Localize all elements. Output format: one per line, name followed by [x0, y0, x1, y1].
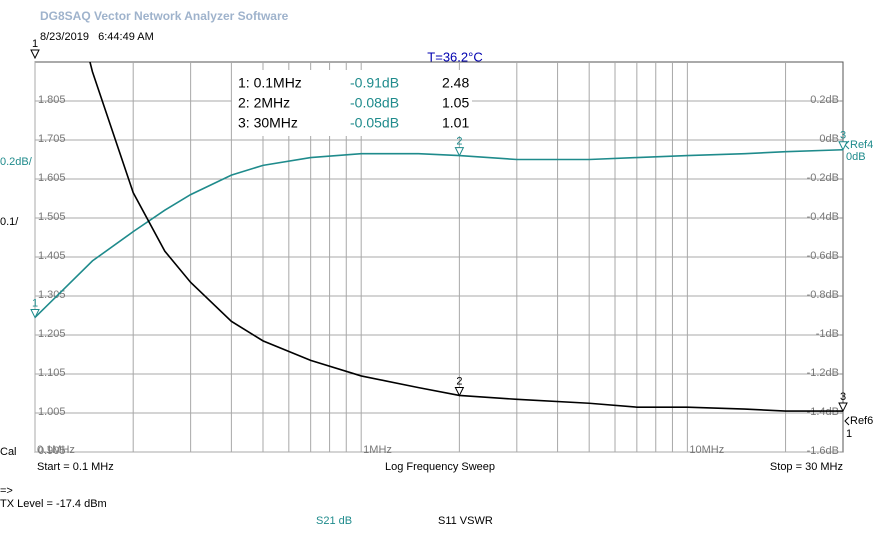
- ref-arrow: [844, 416, 850, 426]
- ref-label: 0dB: [846, 151, 866, 163]
- cal: Cal: [0, 446, 17, 458]
- y-tick-label: 1.005: [38, 406, 66, 418]
- marker-triangle: [838, 141, 848, 151]
- y-tick-label: 1.505: [38, 211, 66, 223]
- marker-vswr: 1.05: [442, 95, 469, 111]
- legend-entry: S11 VSWR: [438, 515, 493, 527]
- marker-label: 2: [456, 375, 462, 387]
- y-tick-label: 1.105: [38, 367, 66, 379]
- marker-label: 1: [32, 38, 38, 50]
- marker-s21: -0.05dB: [350, 115, 399, 131]
- ref-name: Ref6: [850, 415, 873, 427]
- marker-vswr: 1.01: [442, 115, 469, 131]
- y-tick-label: 1.205: [38, 328, 66, 340]
- y-tick-label: 1.305: [38, 289, 66, 301]
- marker-s21: -0.91dB: [350, 75, 399, 91]
- scale-label: 0.2dB/: [0, 156, 33, 168]
- x-tick-label: 1MHz: [363, 444, 392, 456]
- marker-freq: 3: 30MHz: [238, 115, 298, 131]
- x-tick-label: 10MHz: [689, 444, 724, 456]
- marker-label: 2: [456, 136, 462, 148]
- y2-tick-label: -0.2dB: [807, 172, 839, 184]
- y-tick-label: 1.805: [38, 94, 66, 106]
- marker-vswr: 2.48: [442, 75, 469, 91]
- marker-label: 3: [840, 391, 846, 403]
- series-line: [35, 148, 843, 319]
- marker-triangle: [30, 308, 40, 319]
- tx-level: TX Level = -17.4 dBm: [0, 498, 107, 510]
- marker-triangle: [838, 402, 848, 413]
- y2-tick-label: -0.8dB: [807, 289, 839, 301]
- timestamp: 8/23/2019 6:44:49 AM: [40, 31, 154, 43]
- legend-entry: S21 dB: [316, 515, 352, 527]
- y2-tick-label: -1.6dB: [807, 445, 839, 457]
- prompt: =>: [0, 485, 13, 497]
- y2-tick-label: 0dB: [819, 133, 839, 145]
- y2-tick-label: 0.2dB: [810, 94, 839, 106]
- marker-freq: 2: 2MHz: [238, 95, 290, 111]
- sweep: Log Frequency Sweep: [385, 461, 495, 473]
- y-tick-label: 1.705: [38, 133, 66, 145]
- marker-label: 1: [32, 297, 38, 309]
- series-line: [89, 62, 843, 412]
- marker-s21: -0.08dB: [350, 95, 399, 111]
- marker-label: 3: [840, 130, 846, 142]
- window-title: DG8SAQ Vector Network Analyzer Software: [40, 9, 289, 23]
- stop: Stop = 30 MHz: [770, 461, 843, 473]
- y-tick-label: 0.905: [38, 445, 66, 457]
- y-tick-label: 1.405: [38, 250, 66, 262]
- y2-tick-label: -1dB: [816, 328, 839, 340]
- marker-triangle: [30, 49, 40, 60]
- start: Start = 0.1 MHz: [37, 461, 114, 473]
- marker-freq: 1: 0.1MHz: [238, 75, 302, 91]
- x-tick-label: 0.1MHz: [37, 444, 75, 456]
- y2-tick-label: -1.4dB: [807, 406, 839, 418]
- y2-tick-label: -0.4dB: [807, 211, 839, 223]
- scale-label: 0.1/: [0, 216, 19, 228]
- ref-label: 1: [846, 428, 852, 440]
- marker-table-bg: [232, 70, 472, 136]
- temperature: T=36.2°C: [427, 49, 482, 64]
- marker-triangle: [454, 386, 465, 397]
- ref-name: Ref4: [850, 139, 873, 151]
- y-tick-label: 1.605: [38, 172, 66, 184]
- y2-tick-label: -1.2dB: [807, 367, 839, 379]
- y2-tick-label: -0.6dB: [807, 250, 839, 262]
- marker-triangle: [454, 147, 465, 157]
